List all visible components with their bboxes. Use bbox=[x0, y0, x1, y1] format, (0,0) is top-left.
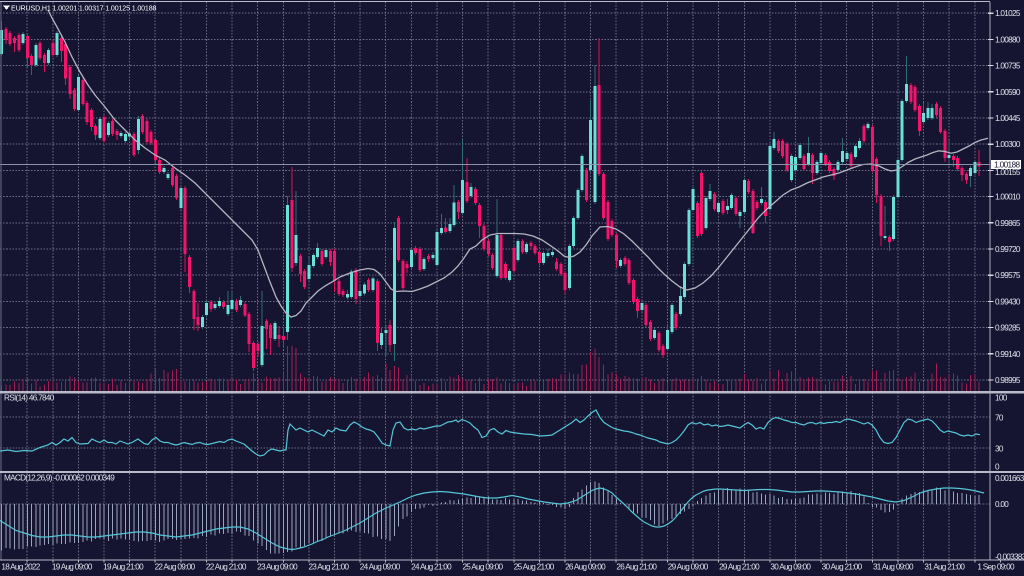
svg-text:1.01025: 1.01025 bbox=[995, 9, 1021, 18]
svg-text:31 Aug 21:00: 31 Aug 21:00 bbox=[924, 563, 965, 572]
svg-text:1.00590: 1.00590 bbox=[995, 88, 1021, 97]
svg-text:26 Aug 09:00: 26 Aug 09:00 bbox=[565, 563, 606, 572]
svg-text:30 Aug 21:00: 30 Aug 21:00 bbox=[822, 563, 863, 572]
svg-text:100: 100 bbox=[995, 394, 1008, 403]
svg-text:25 Aug 21:00: 25 Aug 21:00 bbox=[514, 563, 555, 572]
svg-text:23 Aug 09:00: 23 Aug 09:00 bbox=[257, 563, 298, 572]
svg-text:22 Aug 09:00: 22 Aug 09:00 bbox=[155, 563, 196, 572]
svg-text:19 Aug 09:00: 19 Aug 09:00 bbox=[52, 563, 93, 572]
svg-text:23 Aug 21:00: 23 Aug 21:00 bbox=[308, 563, 349, 572]
svg-text:0.99430: 0.99430 bbox=[995, 297, 1021, 306]
svg-text:70: 70 bbox=[995, 414, 1004, 423]
svg-text:18 Aug 2022: 18 Aug 2022 bbox=[1, 563, 40, 572]
svg-text:0.99865: 0.99865 bbox=[995, 219, 1021, 228]
svg-text:-0.003383: -0.003383 bbox=[995, 552, 1024, 561]
svg-text:1.00880: 1.00880 bbox=[995, 35, 1021, 44]
svg-text:0.99285: 0.99285 bbox=[995, 324, 1021, 333]
svg-text:29 Aug 21:00: 29 Aug 21:00 bbox=[719, 563, 760, 572]
svg-text:0.99140: 0.99140 bbox=[995, 350, 1021, 359]
svg-text:31 Aug 09:00: 31 Aug 09:00 bbox=[873, 563, 914, 572]
svg-text:MACD(12,26,9) -0.000062 0.0003: MACD(12,26,9) -0.000062 0.000349 bbox=[4, 473, 115, 482]
svg-text:0.001663: 0.001663 bbox=[995, 474, 1024, 483]
svg-text:1.00735: 1.00735 bbox=[995, 62, 1021, 71]
svg-text:1.00300: 1.00300 bbox=[995, 140, 1021, 149]
svg-text:22 Aug 21:00: 22 Aug 21:00 bbox=[206, 563, 247, 572]
svg-text:EURUSD,H1 1.00201 1.00317 1.: EURUSD,H1 1.00201 1.00317 1.00125 1.0018… bbox=[11, 4, 157, 12]
svg-text:1.00155: 1.00155 bbox=[995, 168, 1021, 177]
svg-text:24 Aug 09:00: 24 Aug 09:00 bbox=[360, 563, 401, 572]
svg-text:1.00010: 1.00010 bbox=[995, 193, 1021, 202]
svg-text:0.00: 0.00 bbox=[995, 500, 1009, 509]
svg-text:0: 0 bbox=[995, 463, 1000, 472]
svg-text:25 Aug 09:00: 25 Aug 09:00 bbox=[462, 563, 503, 572]
svg-text:1.00445: 1.00445 bbox=[995, 114, 1021, 123]
svg-text:30: 30 bbox=[995, 445, 1004, 454]
svg-text:RSI(14) 46.7840: RSI(14) 46.7840 bbox=[4, 394, 55, 403]
svg-text:0.98995: 0.98995 bbox=[995, 376, 1021, 385]
svg-text:1.00188: 1.00188 bbox=[994, 159, 1020, 169]
svg-text:30 Aug 09:00: 30 Aug 09:00 bbox=[770, 563, 811, 572]
svg-text:26 Aug 21:00: 26 Aug 21:00 bbox=[616, 563, 657, 572]
svg-text:1 Sep 09:00: 1 Sep 09:00 bbox=[977, 563, 1015, 572]
svg-text:0.99575: 0.99575 bbox=[995, 271, 1021, 280]
svg-text:0.99720: 0.99720 bbox=[995, 245, 1021, 254]
svg-text:24 Aug 21:00: 24 Aug 21:00 bbox=[411, 563, 452, 572]
svg-text:29 Aug 09:00: 29 Aug 09:00 bbox=[668, 563, 709, 572]
svg-text:19 Aug 21:00: 19 Aug 21:00 bbox=[103, 563, 144, 572]
